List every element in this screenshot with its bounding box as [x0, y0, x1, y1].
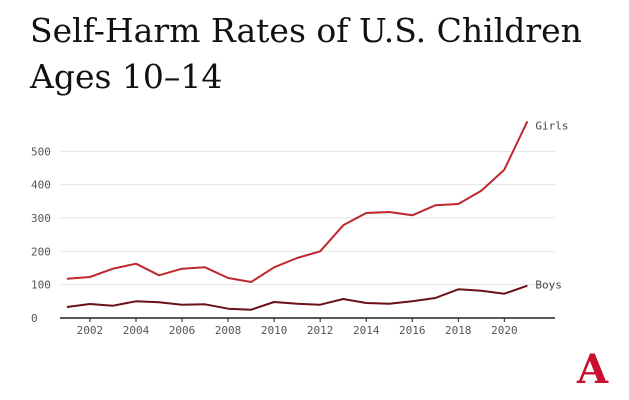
- the-atlantic-logo: A: [577, 346, 609, 393]
- x-tick-label: 2010: [261, 324, 288, 337]
- y-tick-label: 300: [31, 212, 51, 225]
- x-tick-label: 2014: [353, 324, 380, 337]
- y-tick-label: 100: [31, 279, 51, 292]
- x-tick-label: 2012: [307, 324, 334, 337]
- x-tick-label: 2004: [123, 324, 150, 337]
- x-tick-label: 2016: [399, 324, 426, 337]
- gridlines: [60, 150, 555, 286]
- x-tick-label: 2020: [491, 324, 518, 337]
- x-tick-label: 2006: [169, 324, 196, 337]
- x-tick-label: 2018: [445, 324, 472, 337]
- series-line-girls: [66, 120, 529, 283]
- y-axis-ticks: 0 100 200 300 400 500: [31, 145, 51, 325]
- series-line-boys: [66, 284, 528, 311]
- series-labels: Girls Boys: [535, 119, 568, 291]
- chart-title: Self-Harm Rates of U.S. Children Ages 10…: [30, 11, 582, 96]
- x-tick-label: 2002: [77, 324, 104, 337]
- x-tick-label: 2008: [215, 324, 242, 337]
- series-label-boys: Boys: [535, 279, 562, 292]
- y-tick-label: 400: [31, 179, 51, 192]
- y-tick-label: 500: [31, 145, 51, 158]
- series-label-girls: Girls: [535, 119, 568, 132]
- y-tick-label: 0: [31, 312, 38, 325]
- y-tick-label: 200: [31, 245, 51, 258]
- series-group: [66, 120, 529, 311]
- x-axis-ticks: 2002 2004 2006 2008 2010 2012 2014 2016 2018 2020: [77, 318, 518, 337]
